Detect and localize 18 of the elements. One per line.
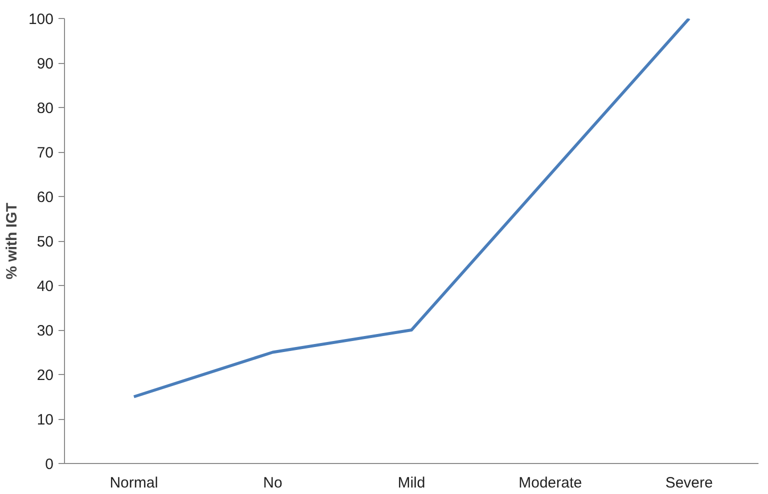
y-tick-label: 0 [45, 456, 54, 473]
x-tick-label: Normal [110, 474, 158, 492]
x-tick-label: No [263, 474, 282, 492]
x-tick-label: Mild [398, 474, 426, 492]
y-tick-label: 30 [36, 322, 54, 340]
y-tick-label: 20 [36, 367, 54, 384]
y-tick-label: 90 [36, 56, 54, 72]
y-tick-label: 10 [36, 412, 54, 428]
y-tick-label: 60 [36, 189, 54, 206]
y-tick-label: 70 [36, 144, 54, 162]
y-axis-title: % with IGT [3, 202, 20, 280]
y-tick-label: 80 [36, 100, 54, 117]
y-tick-label: 50 [36, 234, 54, 250]
x-tick-label: Moderate [518, 474, 582, 492]
y-tick-label: 40 [36, 278, 54, 295]
x-tick-label: Severe [665, 474, 713, 492]
line-series [132, 18, 691, 398]
y-tick-label: 100 [28, 11, 54, 28]
